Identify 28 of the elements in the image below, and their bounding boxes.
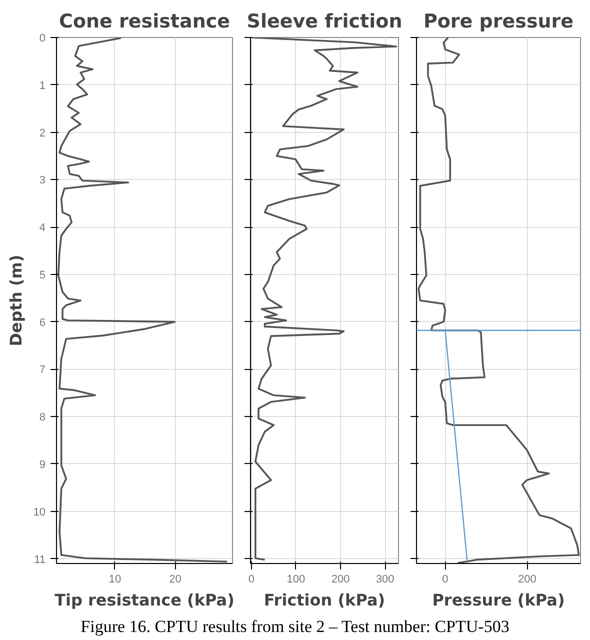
x-tick-label: 0 (248, 574, 254, 586)
caption: Figure 16. CPTU results from site 2 – Test number: CPTU-503 (80, 617, 510, 637)
x-tick-label: 300 (376, 574, 394, 586)
y-tick-label: 5 (39, 269, 46, 282)
x-axis-title: Tip resistance (kPa) (54, 590, 234, 610)
x-tick-label: 20 (169, 574, 182, 586)
y-tick-label: 3 (39, 174, 46, 187)
chart-title: Pore pressure (423, 10, 574, 32)
chart-title: Sleeve friction (246, 10, 402, 32)
y-tick-label: 7 (39, 364, 46, 376)
x-tick-label: 200 (518, 574, 536, 586)
x-tick-label: 200 (331, 574, 350, 586)
x-axis-title: Pressure (kPa) (432, 590, 565, 610)
y-tick-label: 8 (39, 412, 46, 424)
y-tick-label: 11 (34, 554, 46, 566)
y-tick-label: 9 (39, 458, 46, 471)
chart-title: Cone resistance (59, 10, 230, 32)
x-axis-title: Friction (kPa) (264, 590, 386, 610)
x-tick-label: 10 (108, 574, 122, 586)
y-tick-label: 1 (39, 80, 46, 92)
y-tick-label: 4 (39, 222, 46, 234)
y-tick-label: 6 (39, 316, 46, 329)
y-axis-title: Depth (m) (6, 254, 26, 346)
y-tick-label: 10 (33, 506, 46, 518)
x-tick-label: 100 (286, 574, 306, 586)
x-tick-label: 0 (442, 574, 448, 586)
y-tick-label: 0 (39, 32, 46, 44)
y-tick-label: 2 (39, 127, 46, 140)
